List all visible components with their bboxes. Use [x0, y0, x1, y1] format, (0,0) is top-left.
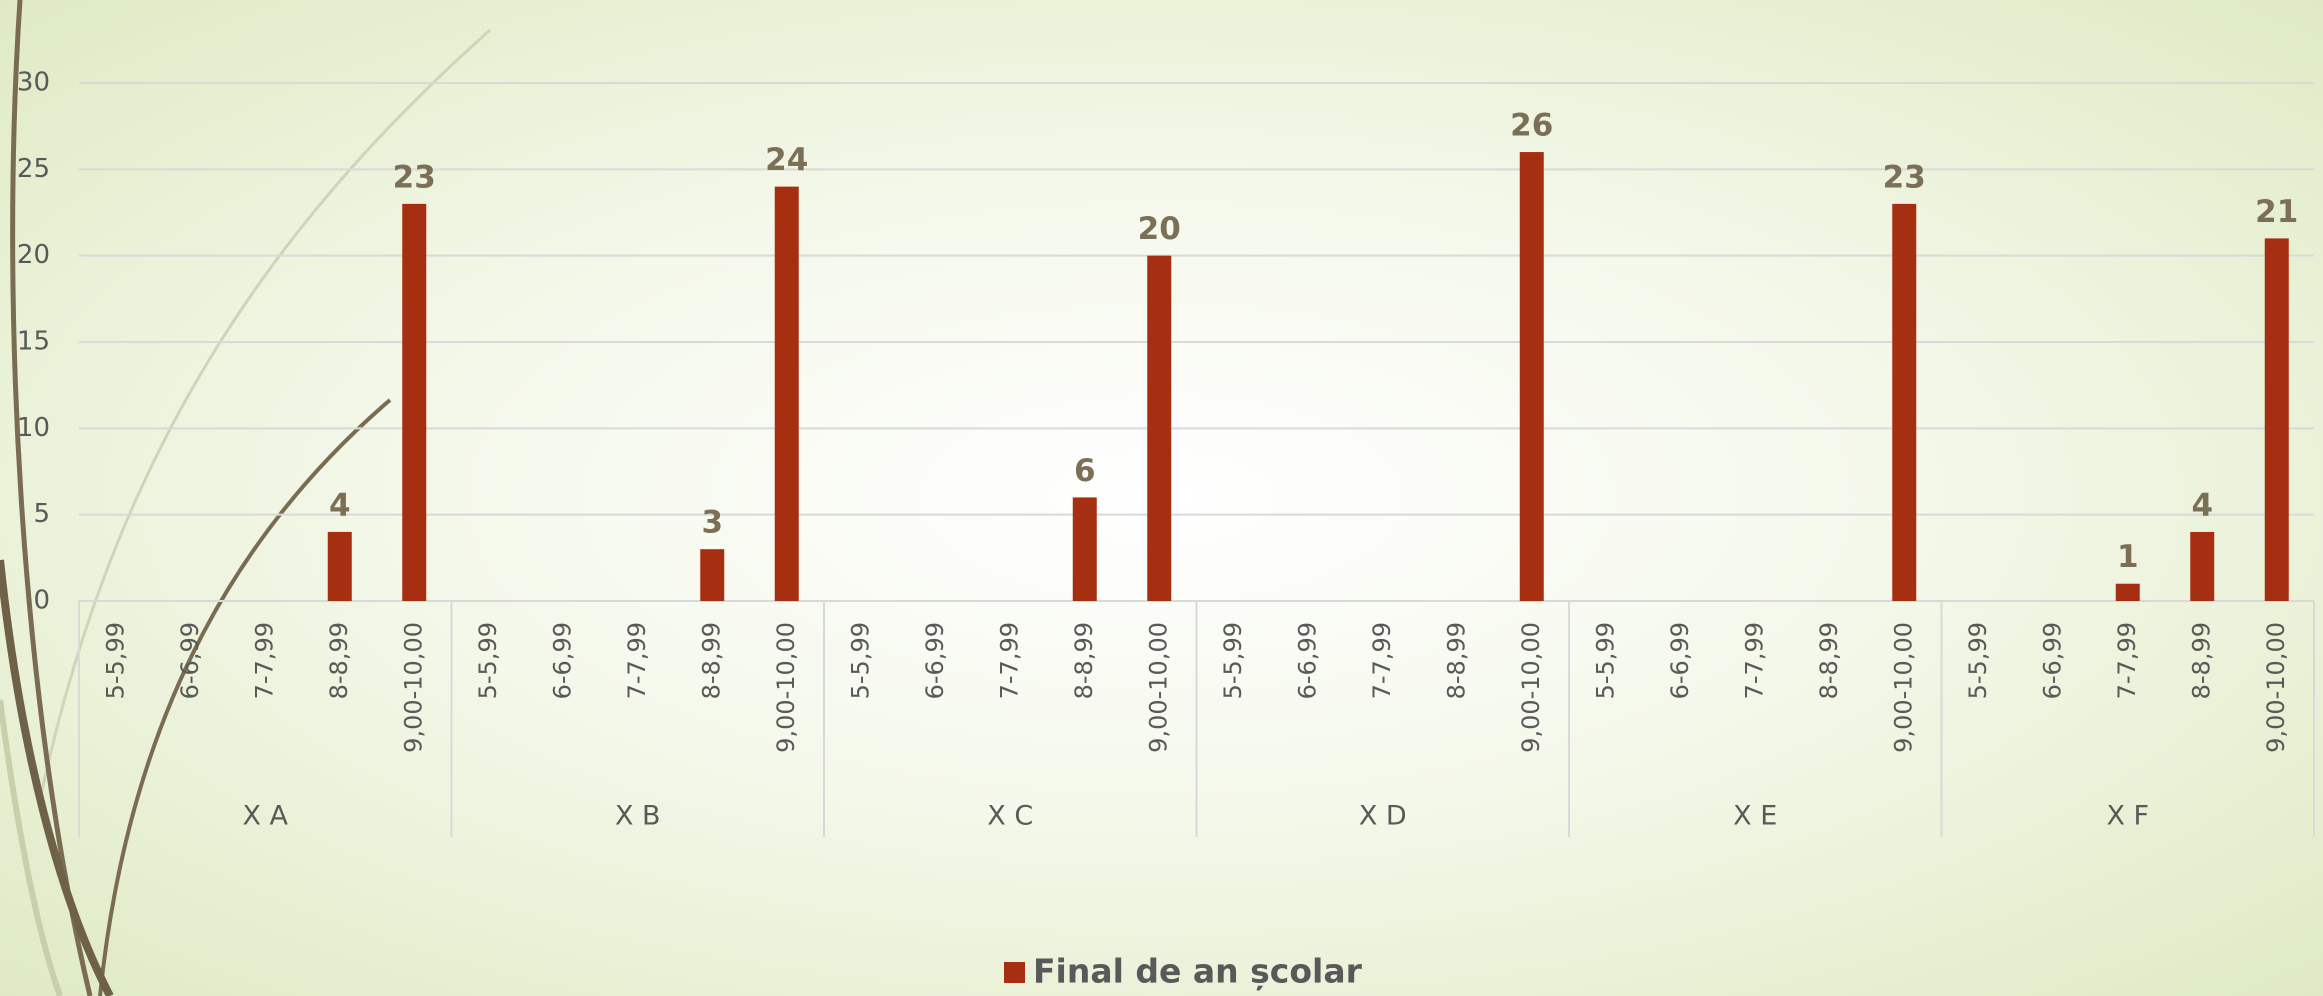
data-label: 24 [765, 142, 808, 178]
x-tick-label: 7-7,99 [623, 622, 651, 699]
x-tick-label: 7-7,99 [250, 622, 278, 699]
bar [1072, 497, 1097, 601]
y-tick-label: 5 [33, 499, 50, 529]
legend-swatch [1004, 962, 1025, 983]
bar [327, 531, 352, 601]
y-tick-label: 10 [17, 413, 50, 443]
bar [2190, 531, 2215, 601]
x-tick-label: 9,00-10,00 [1144, 622, 1172, 753]
bar [402, 203, 427, 601]
x-tick-label: 8-8,99 [1815, 622, 1843, 699]
bar [2115, 583, 2140, 601]
data-label: 6 [1074, 453, 1096, 489]
x-tick-label: 8-8,99 [697, 622, 725, 699]
x-tick-label: 9,00-10,00 [772, 622, 800, 753]
x-tick-label: 8-8,99 [1442, 622, 1470, 699]
group-label: X F [2106, 801, 2149, 832]
x-tick-label: 6-6,99 [548, 622, 576, 699]
data-label: 23 [1883, 159, 1926, 195]
y-tick-label: 25 [17, 154, 50, 184]
x-tick-label: 7-7,99 [2113, 622, 2141, 699]
bar [1519, 152, 1544, 602]
x-tick-label: 5-5,99 [474, 622, 502, 699]
bar [2264, 238, 2289, 601]
x-tick-label: 6-6,99 [176, 622, 204, 699]
x-tick-label: 9,00-10,00 [2262, 622, 2290, 753]
x-tick-label: 7-7,99 [995, 622, 1023, 699]
x-tick-label: 5-5,99 [1219, 622, 1247, 699]
x-tick-label: 8-8,99 [1070, 622, 1098, 699]
bar [1147, 255, 1172, 601]
x-tick-label: 6-6,99 [921, 622, 949, 699]
data-label: 21 [2255, 194, 2298, 230]
y-tick-label: 20 [17, 240, 50, 270]
x-tick-label: 6-6,99 [2038, 622, 2066, 699]
bar [1892, 203, 1917, 601]
x-tick-label: 5-5,99 [101, 622, 129, 699]
data-label: 20 [1138, 211, 1181, 247]
x-tick-label: 9,00-10,00 [399, 622, 427, 753]
x-tick-label: 6-6,99 [1666, 622, 1694, 699]
y-tick-label: 15 [17, 327, 50, 357]
y-tick-label: 0 [33, 586, 50, 616]
group-label: X C [987, 801, 1033, 832]
x-tick-label: 9,00-10,00 [1517, 622, 1545, 753]
group-label: X B [615, 801, 661, 832]
data-label: 4 [2191, 487, 2213, 523]
x-tick-label: 7-7,99 [1368, 622, 1396, 699]
legend-label: Final de an școlar [1033, 952, 1363, 991]
group-label: X A [242, 801, 288, 832]
data-label: 26 [1510, 108, 1553, 144]
group-label: X E [1733, 801, 1777, 832]
data-label: 4 [329, 487, 351, 523]
x-tick-label: 5-5,99 [1964, 622, 1992, 699]
x-tick-label: 5-5,99 [846, 622, 874, 699]
y-tick-label: 30 [17, 68, 50, 98]
bar [700, 549, 725, 601]
x-tick-label: 9,00-10,00 [1889, 622, 1917, 753]
x-tick-label: 6-6,99 [1293, 622, 1321, 699]
data-label: 3 [701, 505, 723, 541]
data-label: 23 [393, 159, 436, 195]
x-tick-label: 7-7,99 [1740, 622, 1768, 699]
x-tick-label: 8-8,99 [325, 622, 353, 699]
bar [774, 186, 799, 601]
x-tick-label: 8-8,99 [2187, 622, 2215, 699]
decoration [0, 0, 492, 996]
group-label: X D [1359, 801, 1407, 832]
x-tick-label: 5-5,99 [1591, 622, 1619, 699]
data-label: 1 [2117, 539, 2139, 575]
